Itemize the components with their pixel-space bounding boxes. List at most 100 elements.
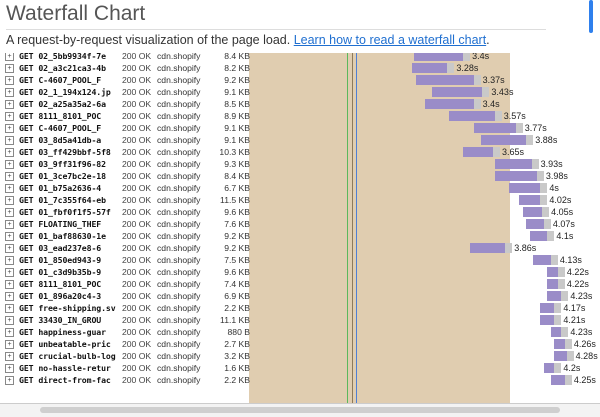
request-row[interactable]: + GET 02_5bb9934f-7e 200 OK cdn.shopify 8.4 … [0,53,600,62]
waiting-time-bar [550,327,562,337]
waiting-time-bar [508,183,541,193]
request-size: 9.2 KB [224,75,250,85]
receiving-time-bar [557,267,565,277]
request-name: GET 03_9ff31f96-82 [19,159,106,169]
receiving-time-bar [482,87,490,97]
expand-row-icon[interactable]: + [5,280,14,289]
request-domain: cdn.shopify [157,267,201,277]
request-status: 200 OK [122,255,152,265]
expand-row-icon[interactable]: + [5,172,14,181]
request-row[interactable]: + GET no-hassle-retur 200 OK cdn.shopify 1.6… [0,362,600,374]
request-domain: cdn.shopify [157,327,201,337]
request-row[interactable]: + GET 01_baf88630-1e 200 OK cdn.shopify 9.2 … [0,230,600,242]
request-row[interactable]: + GET FLOATING_THEF 200 OK cdn.shopify 7.6 K… [0,218,600,230]
request-name: GET 01_896a20c4-3 [19,291,102,301]
request-size: 7.4 KB [224,279,250,289]
expand-row-icon[interactable]: + [5,256,14,265]
expand-row-icon[interactable]: + [5,148,14,157]
horizontal-scrollbar[interactable] [0,404,600,417]
request-duration-label: 3.4s [482,99,500,109]
expand-row-icon[interactable]: + [5,328,14,337]
receiving-time-bar [473,99,481,109]
request-row[interactable]: + GET 33430_IN_GROU 200 OK cdn.shopify 11.1 … [0,314,600,326]
expand-row-icon[interactable]: + [5,100,14,109]
expand-row-icon[interactable]: + [5,136,14,145]
request-name: GET 02_5bb9934f-7e [19,53,106,61]
receiving-time-bar [547,231,555,241]
scrollbar-thumb[interactable] [40,407,560,413]
request-row[interactable]: + GET 02_a25a35a2-6a 200 OK cdn.shopify 8.5 … [0,98,600,110]
request-status: 200 OK [122,159,152,169]
expand-row-icon[interactable]: + [5,196,14,205]
request-row[interactable]: + GET 01_896a20c4-3 200 OK cdn.shopify 6.9 K… [0,290,600,302]
request-duration-label: 4.1s [556,231,574,241]
request-row[interactable]: + GET 03_9ff31f96-82 200 OK cdn.shopify 9.3 … [0,158,600,170]
request-row[interactable]: + GET 03_ead237e8-6 200 OK cdn.shopify 9.2 K… [0,242,600,254]
request-row[interactable]: + GET 02_a3c21ca3-4b 200 OK cdn.shopify 8.2 … [0,62,600,74]
request-domain: cdn.shopify [157,291,201,301]
request-row[interactable]: + GET 01_7c355f64-eb 200 OK cdn.shopify 11.5… [0,194,600,206]
receiving-time-bar [540,195,548,205]
learn-waterfall-link[interactable]: Learn how to read a waterfall chart [293,33,487,47]
expand-row-icon[interactable]: + [5,124,14,133]
request-status: 200 OK [122,53,152,61]
receiving-time-bar [542,207,550,217]
request-name: GET 02_a25a35a2-6a [19,99,106,109]
expand-row-icon[interactable]: + [5,208,14,217]
expand-row-icon[interactable]: + [5,160,14,169]
request-row[interactable]: + GET C-4607_POOL_F 200 OK cdn.shopify 9.1 K… [0,122,600,134]
request-domain: cdn.shopify [157,279,201,289]
request-row[interactable]: + GET happiness-guar 200 OK cdn.shopify 880 … [0,326,600,338]
receiving-time-bar [554,315,562,325]
request-row[interactable]: + GET 02_1_194x124.jp 200 OK cdn.shopify 9.1… [0,86,600,98]
expand-row-icon[interactable]: + [5,268,14,277]
request-row[interactable]: + GET 8111_8101_POC 200 OK cdn.shopify 7.4 K… [0,278,600,290]
receiving-time-bar [473,75,481,85]
waiting-time-bar [494,171,537,181]
expand-row-icon[interactable]: + [5,232,14,241]
request-table: + GET 02_5bb9934f-7e 200 OK cdn.shopify 8.4 … [0,53,600,403]
request-row[interactable]: + GET 01_3ce7bc2e-18 200 OK cdn.shopify 8.4 … [0,170,600,182]
expand-row-icon[interactable]: + [5,76,14,85]
expand-row-icon[interactable]: + [5,184,14,193]
expand-row-icon[interactable]: + [5,220,14,229]
request-row[interactable]: + GET direct-from-fac 200 OK cdn.shopify 2.2… [0,374,600,386]
expand-row-icon[interactable]: + [5,88,14,97]
request-status: 200 OK [122,231,152,241]
expand-row-icon[interactable]: + [5,340,14,349]
request-name: GET 03_ff429bbf-5f8 [19,147,111,157]
request-status: 200 OK [122,267,152,277]
dom-content-loaded-marker [347,53,348,409]
expand-row-icon[interactable]: + [5,316,14,325]
request-row[interactable]: + GET 03_ff429bbf-5f8 200 OK cdn.shopify 10.… [0,146,600,158]
expand-row-icon[interactable]: + [5,53,14,61]
request-row[interactable]: + GET unbeatable-pric 200 OK cdn.shopify 2.7… [0,338,600,350]
request-row[interactable]: + GET 01_850ed943-9 200 OK cdn.shopify 7.5 K… [0,254,600,266]
receiving-time-bar [492,147,500,157]
waiting-time-bar [550,375,565,385]
expand-row-icon[interactable]: + [5,112,14,121]
request-duration-label: 3.93s [540,159,563,169]
request-duration-label: 3.77s [524,123,547,133]
expand-row-icon[interactable]: + [5,376,14,385]
request-row[interactable]: + GET C-4607_POOL_F 200 OK cdn.shopify 9.2 K… [0,74,600,86]
request-name: GET unbeatable-pric [19,339,111,349]
request-duration-label: 4.05s [551,207,574,217]
request-size: 2.7 KB [224,339,250,349]
request-row[interactable]: + GET 01_fbf0f1f5-57f 200 OK cdn.shopify 9.6… [0,206,600,218]
expand-row-icon[interactable]: + [5,244,14,253]
expand-row-icon[interactable]: + [5,292,14,301]
request-status: 200 OK [122,375,152,385]
request-row[interactable]: + GET 03_8d5a41db-a 200 OK cdn.shopify 9.1 K… [0,134,600,146]
request-row[interactable]: + GET crucial-bulb-log 200 OK cdn.shopify 3.… [0,350,600,362]
request-row[interactable]: + GET 8111_8101_POC 200 OK cdn.shopify 8.9 K… [0,110,600,122]
expand-row-icon[interactable]: + [5,304,14,313]
request-row[interactable]: + GET free-shipping.sv 200 OK cdn.shopify 2.… [0,302,600,314]
request-row[interactable]: + GET 01_b75a2636-4 200 OK cdn.shopify 6.7 K… [0,182,600,194]
page-title: Waterfall Chart [6,2,146,25]
expand-row-icon[interactable]: + [5,352,14,361]
expand-row-icon[interactable]: + [5,364,14,373]
expand-row-icon[interactable]: + [5,64,14,73]
request-status: 200 OK [122,111,152,121]
request-row[interactable]: + GET 01_c3d9b35b-9 200 OK cdn.shopify 9.6 K… [0,266,600,278]
